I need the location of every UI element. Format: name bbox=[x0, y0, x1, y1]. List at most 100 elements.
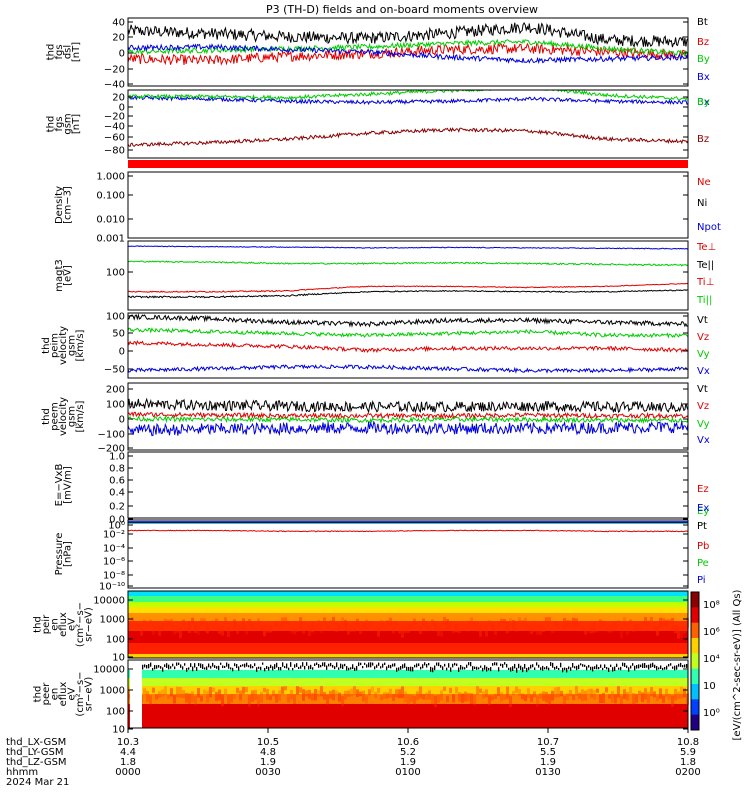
spectrogram-texture bbox=[348, 668, 349, 671]
spectrogram-texture bbox=[563, 696, 566, 705]
spectrogram-texture bbox=[566, 668, 567, 672]
spectrogram-texture bbox=[656, 666, 657, 670]
spectrogram-texture bbox=[682, 665, 683, 667]
series-temperature-Tx bbox=[128, 246, 688, 249]
spectrogram-texture bbox=[266, 689, 269, 700]
spectrogram-texture bbox=[332, 665, 333, 668]
spectrogram-texture bbox=[380, 695, 383, 700]
legend-fgs_dsl-0: Bt bbox=[697, 17, 708, 28]
spectrogram-texture bbox=[624, 663, 625, 667]
spectrogram-texture bbox=[554, 667, 555, 670]
spectrogram-texture bbox=[260, 625, 263, 631]
legend-efield-0: Ez bbox=[697, 484, 709, 495]
spectrogram-texture bbox=[413, 619, 416, 625]
spectrogram-texture bbox=[578, 693, 581, 699]
spectrogram-texture bbox=[208, 664, 209, 668]
spectrogram-texture bbox=[512, 691, 515, 695]
legend-temperature-1: Te|| bbox=[696, 260, 714, 271]
spectrogram-texture bbox=[659, 688, 662, 698]
spectrogram-texture bbox=[430, 667, 431, 672]
spectrogram-texture bbox=[179, 626, 182, 638]
spectrogram-texture bbox=[158, 625, 161, 636]
spectrogram-texture bbox=[370, 662, 371, 667]
spectrogram-texture bbox=[470, 618, 473, 630]
spectrogram-texture bbox=[323, 617, 326, 621]
ylabel-line: [km/s] bbox=[75, 329, 86, 361]
legend-pressure-0: Pt bbox=[697, 521, 707, 532]
spectrogram-texture bbox=[533, 621, 536, 632]
spectrogram-texture bbox=[678, 664, 679, 667]
colorbar-tick: 10⁰ bbox=[703, 708, 720, 719]
spectrogram-texture bbox=[233, 619, 236, 629]
spectrogram-texture bbox=[587, 625, 590, 633]
spectrogram-texture bbox=[560, 691, 563, 696]
spectrogram-texture bbox=[506, 687, 509, 699]
spectrogram-texture bbox=[359, 692, 362, 697]
spectrogram-texture bbox=[509, 618, 512, 627]
spectrogram-texture bbox=[280, 667, 281, 670]
spectrogram-texture bbox=[149, 695, 152, 704]
spectrogram-texture bbox=[540, 667, 541, 670]
spectrogram-texture bbox=[496, 662, 497, 665]
spectrogram-texture bbox=[536, 625, 539, 635]
spectrogram-texture bbox=[492, 663, 493, 666]
spectrogram-texture bbox=[578, 621, 581, 628]
spectrogram-texture bbox=[532, 664, 533, 667]
spectrogram-texture bbox=[671, 618, 674, 629]
spectrogram-texture bbox=[365, 620, 368, 631]
spectrogram-texture bbox=[284, 666, 285, 668]
spectrogram-texture bbox=[596, 689, 599, 693]
spectrogram-texture bbox=[509, 696, 512, 708]
spectrogram-texture bbox=[176, 662, 177, 665]
spectrogram-texture bbox=[318, 664, 319, 668]
spectrogram-texture bbox=[434, 621, 437, 630]
spectrogram-texture bbox=[320, 665, 321, 667]
spectrogram-texture bbox=[485, 690, 488, 698]
spectrogram-texture bbox=[332, 617, 335, 621]
spectrogram-texture bbox=[236, 624, 239, 634]
spectrogram-texture bbox=[353, 686, 356, 694]
colorbar-tick: 10⁲ bbox=[703, 681, 716, 692]
spectrogram-texture bbox=[162, 667, 163, 671]
spectrogram-texture bbox=[425, 693, 428, 700]
spectrogram-texture bbox=[210, 666, 211, 669]
spectrogram-texture bbox=[461, 622, 464, 631]
spectrogram-texture bbox=[197, 624, 200, 635]
spectrogram-texture bbox=[642, 663, 643, 668]
spectrogram-texture bbox=[504, 662, 505, 664]
spectrogram-band bbox=[128, 670, 688, 678]
legend-peim_velocity-1: Vz bbox=[697, 332, 709, 343]
ytick-label: 10 bbox=[112, 725, 125, 736]
spectrogram-texture bbox=[527, 624, 530, 629]
series-temperature-Ti|| bbox=[128, 261, 688, 266]
spectrogram-texture bbox=[662, 618, 665, 627]
spectrogram-texture bbox=[200, 618, 203, 625]
spectrogram-texture bbox=[668, 694, 671, 700]
spectrogram-texture bbox=[260, 667, 261, 670]
spectrogram-texture bbox=[185, 693, 188, 703]
spectrogram-texture bbox=[350, 689, 353, 697]
spectrogram-texture bbox=[254, 663, 255, 666]
spectrogram-texture bbox=[548, 617, 551, 621]
spectrogram-band bbox=[128, 643, 688, 654]
spectrogram-texture bbox=[503, 694, 506, 700]
xtick-label: 0100 bbox=[395, 767, 420, 778]
spectrogram-texture bbox=[466, 665, 467, 668]
ytick-label: −100 bbox=[98, 430, 125, 441]
spectrogram-texture bbox=[388, 665, 389, 668]
spectrogram-texture bbox=[404, 663, 405, 668]
ytick-label: 100 bbox=[106, 400, 125, 411]
spectrogram-texture bbox=[206, 623, 209, 633]
spectrogram-texture bbox=[608, 694, 611, 698]
spectrogram-texture bbox=[530, 626, 533, 634]
spectrogram-texture bbox=[400, 666, 401, 670]
legend-pressure-2: Pe bbox=[697, 558, 709, 569]
spectrogram-texture bbox=[302, 689, 305, 701]
xtick-label: 0000 bbox=[115, 767, 140, 778]
spectrogram-texture bbox=[570, 667, 571, 671]
spectrogram-texture bbox=[467, 621, 470, 632]
spectrogram-texture bbox=[335, 691, 338, 696]
ylabel-line: sr−eV) bbox=[84, 607, 95, 642]
spectrogram-texture bbox=[278, 667, 279, 670]
spectrogram-texture bbox=[503, 619, 506, 623]
